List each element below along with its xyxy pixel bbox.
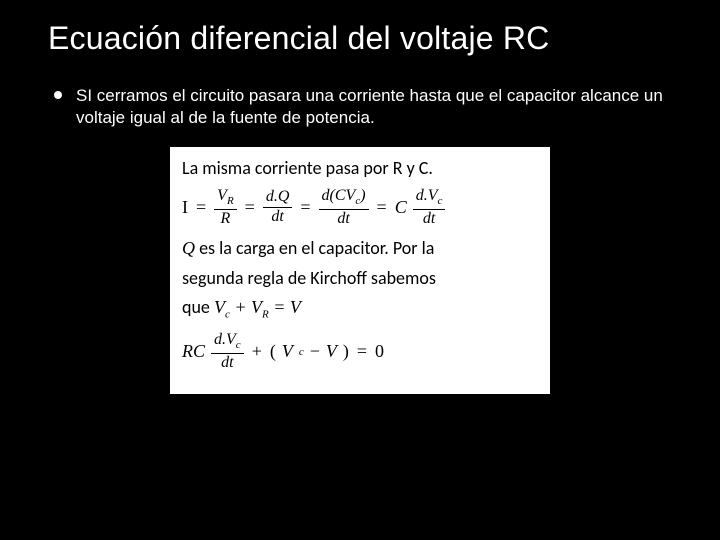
math-content-box: La misma corriente pasa por R y C. I = V… — [170, 147, 550, 394]
desc3-rhs: V — [290, 297, 301, 317]
bullet-text: SI cerramos el circuito pasara una corri… — [76, 85, 680, 129]
eq1-coeff: C — [395, 197, 407, 218]
eq1-frac3-num-open: d(CV — [322, 187, 356, 204]
eq1-frac4: d.Vc dt — [413, 188, 446, 228]
slide: Ecuación diferencial del voltaje RC SI c… — [0, 0, 720, 540]
eq1-frac2-num: d.Q — [263, 189, 293, 208]
equation-1: I = VR R = d.Q dt = d(CVc) dt = C d.Vc d… — [182, 188, 538, 228]
desc3-vc: V — [214, 297, 225, 317]
math-desc-line-3: que Vc + VR = V — [182, 296, 538, 322]
eq2-term1: V — [282, 341, 293, 362]
bullet-dot-icon — [54, 91, 62, 99]
eq1-lhs: I — [182, 197, 188, 218]
equation-2: RC d.Vc dt + (Vc − V) = 0 — [182, 332, 538, 372]
desc1-tail: es la carga en el capacitor. Por la — [195, 237, 434, 259]
eq2-frac-num: d.V — [214, 331, 236, 348]
eq1-frac1-den: R — [218, 210, 234, 228]
eq2-plus: + — [250, 341, 264, 362]
eq2-coeff: RC — [182, 341, 205, 362]
equals-sign: = — [194, 197, 208, 218]
math-intro-line: La misma corriente pasa por R y C. — [182, 157, 538, 180]
eq2-term1-sub: c — [299, 346, 304, 358]
desc3-plus: + — [230, 297, 251, 317]
eq2-paren-close: ) — [343, 341, 349, 362]
eq2-frac-num-sub: c — [236, 339, 241, 351]
equals-sign: = — [298, 197, 312, 218]
eq1-frac2: d.Q dt — [263, 189, 293, 226]
math-desc-line-1: Q es la carga en el capacitor. Por la — [182, 237, 538, 260]
eq1-frac4-num: d.V — [416, 187, 438, 204]
desc3-head: que — [182, 296, 214, 318]
eq2-paren-open: ( — [270, 341, 276, 362]
slide-title: Ecuación diferencial del voltaje RC — [48, 20, 680, 57]
eq2-frac: d.Vc dt — [211, 332, 244, 372]
eq1-frac3-num-close: ) — [360, 187, 365, 204]
eq1-frac1-num: V — [217, 187, 227, 204]
eq1-frac4-num-sub: c — [438, 195, 443, 207]
eq2-minus: − — [310, 341, 320, 362]
eq1-frac1-num-sub: R — [227, 195, 234, 207]
desc3-eq: = — [269, 297, 290, 317]
eq2-eq: = — [355, 341, 369, 362]
bullet-item: SI cerramos el circuito pasara una corri… — [48, 85, 680, 129]
eq1-frac2-den: dt — [268, 208, 286, 226]
desc3-vr: V — [251, 297, 262, 317]
eq1-frac4-den: dt — [420, 210, 438, 228]
eq2-rhs: 0 — [375, 341, 384, 362]
math-desc-line-2: segunda regla de Kirchoff sabemos — [182, 267, 538, 290]
eq1-frac1: VR R — [214, 188, 237, 228]
eq1-frac3-den: dt — [334, 210, 352, 228]
desc1-Q: Q — [182, 238, 195, 258]
equals-sign: = — [375, 197, 389, 218]
eq1-frac3: d(CVc) dt — [319, 188, 369, 228]
eq2-frac-den: dt — [218, 354, 236, 372]
eq2-term2: V — [326, 341, 337, 362]
desc3-vr-sub: R — [262, 309, 269, 321]
equals-sign: = — [243, 197, 257, 218]
